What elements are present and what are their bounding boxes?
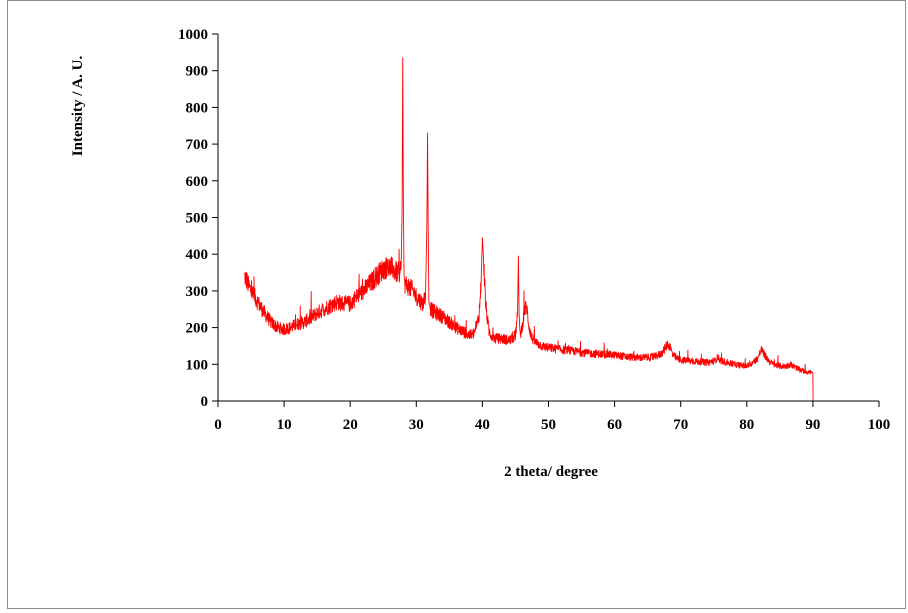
plot-area: 0 10 20 30 40 50 60 70 80 90 100010020030040050060… (178, 27, 890, 433)
y-tick-label: 0 (201, 394, 209, 410)
x-tick-label: 50 (541, 417, 556, 433)
y-tick-label: 800 (186, 100, 209, 116)
x-tick-label: 100 (868, 417, 891, 433)
y-tick-label: 400 (186, 247, 209, 263)
x-tick-label: 70 (673, 417, 688, 433)
y-tick-label: 1000 (178, 27, 208, 43)
y-axis-title: Intensity / A. U. (70, 56, 86, 157)
x-tick-label: 20 (343, 417, 358, 433)
chart-frame: 0 10 20 30 40 50 60 70 80 90 100 0 100 200 300 400 500 60… (7, 0, 906, 609)
y-tick-label: 200 (186, 321, 209, 337)
x-tick-label: 80 (739, 417, 754, 433)
x-tick-label: 60 (607, 417, 622, 433)
y-tick-label: 500 (186, 211, 209, 227)
x-axis-title: 2 theta/ degree (504, 464, 598, 480)
y-tick-label: 600 (186, 174, 209, 190)
y-tick-label: 900 (186, 64, 209, 80)
y-tick-label: 300 (186, 284, 209, 300)
x-tick-label: 40 (475, 417, 490, 433)
x-tick-label: 0 (214, 417, 222, 433)
x-tick-label: 10 (277, 417, 292, 433)
xrd-chart: 0 10 20 30 40 50 60 70 80 90 100010020030040050060… (70, 27, 890, 480)
x-tick-label: 30 (409, 417, 424, 433)
x-tick-label: 90 (805, 417, 820, 433)
y-tick-label: 100 (186, 357, 209, 373)
series-line (244, 57, 814, 402)
y-tick-label: 700 (186, 137, 209, 153)
